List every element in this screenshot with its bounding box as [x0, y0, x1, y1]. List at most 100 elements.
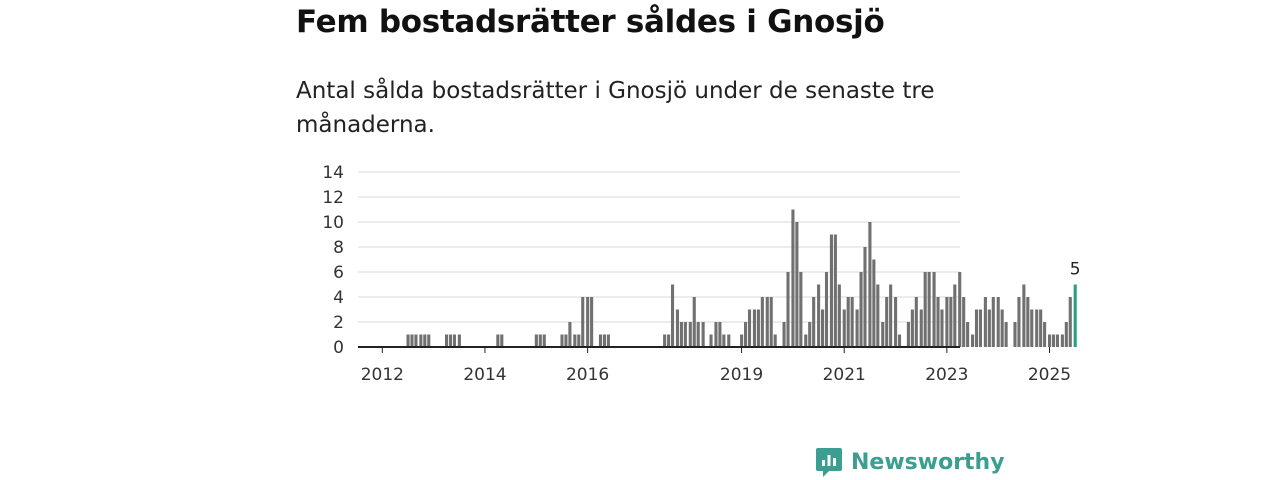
- bar: [718, 322, 722, 347]
- bar: [709, 334, 713, 347]
- y-tick-label: 8: [333, 238, 344, 258]
- bar: [773, 334, 777, 347]
- x-tick-label: 2025: [1028, 365, 1071, 385]
- bar: [769, 297, 773, 347]
- bar: [747, 309, 752, 347]
- bar: [683, 322, 687, 347]
- bar: [1004, 322, 1008, 347]
- bar: [945, 297, 949, 347]
- bar: [1060, 334, 1064, 347]
- bar: [1000, 309, 1004, 347]
- bar: [791, 209, 795, 347]
- x-tick-label: 2012: [361, 365, 404, 385]
- bar: [727, 334, 731, 347]
- bar: [564, 334, 568, 347]
- bar: [744, 322, 748, 347]
- bar: [786, 272, 790, 347]
- bar: [1068, 297, 1072, 347]
- bar: [1055, 334, 1059, 347]
- x-tick-label: 2016: [566, 365, 609, 385]
- bar: [419, 334, 423, 347]
- bar: [1013, 322, 1017, 347]
- bar: [756, 309, 760, 347]
- newsworthy-logo-icon: [816, 448, 842, 477]
- bar: [936, 297, 940, 347]
- newsworthy-logo-text: Newsworthy: [851, 449, 1005, 475]
- bar: [983, 297, 987, 347]
- bar: [500, 334, 504, 347]
- bar: [452, 334, 456, 347]
- bar: [881, 322, 885, 347]
- bar: [872, 259, 876, 347]
- bar: [974, 309, 979, 347]
- bar: [824, 272, 829, 347]
- bar: [894, 297, 898, 347]
- x-tick-label: 2023: [925, 365, 968, 385]
- bar: [889, 284, 893, 347]
- bar: [427, 334, 431, 347]
- bar: [598, 334, 603, 347]
- bar: [692, 297, 696, 347]
- bar: [996, 297, 1000, 347]
- bar: [842, 309, 846, 347]
- bar: [722, 334, 726, 347]
- bar: [667, 334, 671, 347]
- bar: [919, 309, 923, 347]
- bar: [457, 334, 461, 347]
- y-tick-label: 2: [333, 313, 344, 333]
- bar: [1043, 322, 1047, 347]
- bar: [740, 334, 744, 347]
- bar: [701, 322, 705, 347]
- bar: [581, 297, 585, 347]
- bar: [1064, 322, 1068, 347]
- bar: [914, 297, 918, 347]
- chart-subtitle: Antal sålda bostadsrätter i Gnosjö under…: [296, 78, 935, 138]
- bar: [846, 297, 850, 347]
- bar: [1035, 309, 1039, 347]
- bar: [606, 334, 610, 347]
- bar: [590, 297, 594, 347]
- x-tick-label: 2021: [823, 365, 866, 385]
- x-tick-label: 2014: [463, 365, 506, 385]
- bar: [760, 297, 764, 347]
- bar: [568, 322, 572, 347]
- y-tick-label: 6: [333, 263, 344, 283]
- bar: [1030, 309, 1034, 347]
- bar: [868, 222, 872, 347]
- bar: [949, 297, 953, 347]
- bar: [444, 334, 449, 347]
- bar: [863, 247, 867, 347]
- bar: [821, 309, 825, 347]
- bar: [496, 334, 500, 347]
- bar: [808, 322, 812, 347]
- bar: [812, 297, 816, 347]
- bar: [663, 334, 667, 347]
- bar: [897, 334, 902, 347]
- bars: 5: [406, 209, 1081, 347]
- bar: [1047, 334, 1052, 347]
- bar: [795, 222, 799, 347]
- bar: [804, 334, 808, 347]
- highlight-value-label: 5: [1070, 260, 1081, 280]
- bar: [602, 334, 606, 347]
- y-tick-label: 0: [333, 338, 344, 358]
- bar: [1017, 297, 1021, 347]
- bar: [927, 272, 931, 347]
- bar: [817, 284, 821, 347]
- y-tick-label: 4: [333, 288, 344, 308]
- bar: [414, 334, 418, 347]
- bar: [966, 322, 970, 347]
- bar: [679, 322, 683, 347]
- x-tick-label: 2019: [720, 365, 763, 385]
- bar: [850, 297, 854, 347]
- bar: [1051, 334, 1056, 347]
- bar: [696, 322, 700, 347]
- bar: [829, 234, 833, 347]
- bar: [923, 272, 927, 347]
- bar: [962, 297, 966, 347]
- bar: [542, 334, 546, 347]
- bar: [752, 309, 756, 347]
- bar: [991, 297, 995, 347]
- bar: [833, 234, 837, 347]
- bar: [560, 334, 564, 347]
